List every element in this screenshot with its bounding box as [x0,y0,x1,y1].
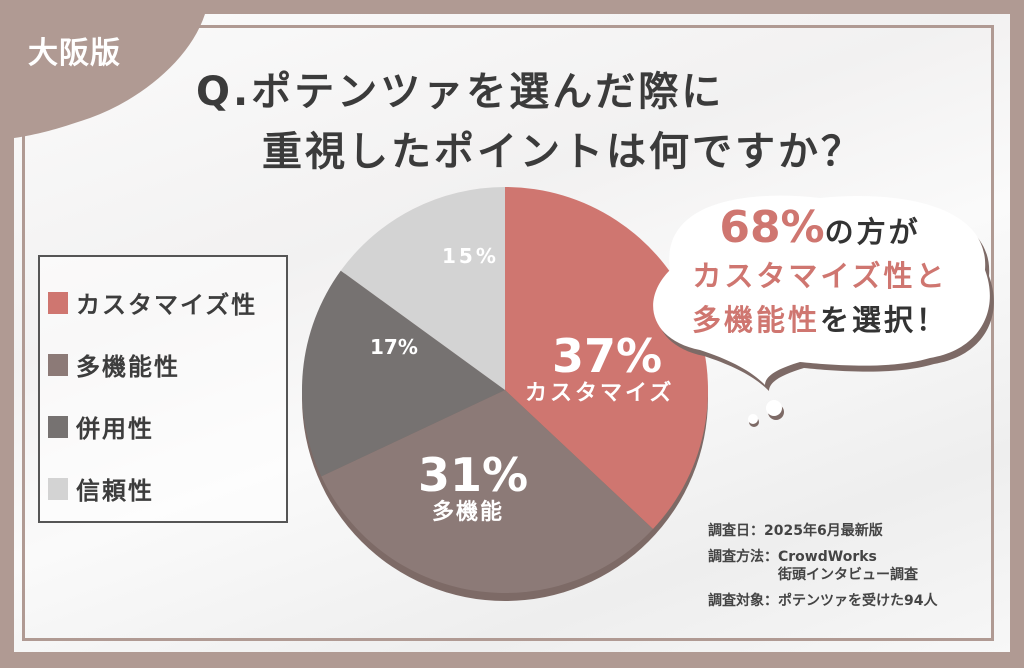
swatch-multifunction [48,353,68,376]
callout-line-3: 多機能性を選択！ [660,298,980,342]
survey-target: 調査対象： ポテンツァを受けた94人 [708,592,937,610]
slice-multifunction [321,390,653,594]
corner-blob [0,0,205,140]
pie-label-reliability-pct: 15% [442,244,499,268]
slice-customize [505,187,708,529]
survey-date-key: 調査日： [708,523,764,539]
legend-item-reliability: 信頼性 [48,471,154,506]
callout-line-2: カスタマイズ性と [692,259,948,293]
survey-method-key: 調査方法： [708,549,778,565]
slice-reliability [340,187,505,390]
legend-label: カスタマイズ性 [76,291,258,319]
page-title: Q.ポテンツァを選んだ際に 重視したポイントは何ですか？ [196,62,864,182]
survey-method: 調査方法： CrowdWorks 街頭インタビュー調査 [708,548,937,584]
callout-line1-rest: の方が [824,215,921,249]
survey-method-val1: CrowdWorks [778,549,877,565]
slice-combination [302,270,505,477]
swatch-reliability [48,477,68,500]
callout-line-1: 68%の方が [660,206,980,254]
legend-label: 多機能性 [76,353,180,381]
pie-label-multifunction-pct: 31% [418,448,529,502]
survey-target-val: ポテンツァを受けた94人 [778,593,938,609]
callout-text: 68%の方が カスタマイズ性と 多機能性を選択！ [660,206,980,342]
callout-pct: 68% [719,202,825,253]
survey-date-val: 2025年6月最新版 [764,523,883,539]
pie-label-multifunction-name: 多機能 [432,500,505,525]
title-line-2: 重視したポイントは何ですか？ [262,129,864,175]
legend-item-combination: 併用性 [48,409,154,444]
pie-label-combination-pct: 17% [370,335,418,359]
callout-line3-rest: を選択！ [820,303,949,337]
survey-info: 調査日： 2025年6月最新版 調査方法： CrowdWorks 街頭インタビュ… [708,522,937,618]
legend-label: 併用性 [76,415,154,443]
legend-item-customize: カスタマイズ性 [48,285,257,320]
pie-label-customize-pct: 37% [552,329,663,383]
survey-method-val: CrowdWorks 街頭インタビュー調査 [778,548,918,584]
pie-chart [302,187,708,601]
swatch-customize [48,291,68,314]
region-badge: 大阪版 [28,36,121,71]
survey-method-val2: 街頭インタビュー調査 [778,567,918,583]
legend-item-multifunction: 多機能性 [48,347,180,382]
survey-date: 調査日： 2025年6月最新版 [708,522,937,540]
survey-target-key: 調査対象： [708,593,778,609]
callout-line3-accent: 多機能性 [691,303,820,337]
thought-bubble [653,195,994,427]
pie-label-customize-name: カスタマイズ [525,381,675,406]
swatch-combination [48,415,68,438]
legend: カスタマイズ性 多機能性 併用性 信頼性 [38,255,288,523]
legend-label: 信頼性 [76,477,154,505]
inner-frame [22,25,994,641]
title-line-1: Q.ポテンツァを選んだ際に [196,69,725,115]
